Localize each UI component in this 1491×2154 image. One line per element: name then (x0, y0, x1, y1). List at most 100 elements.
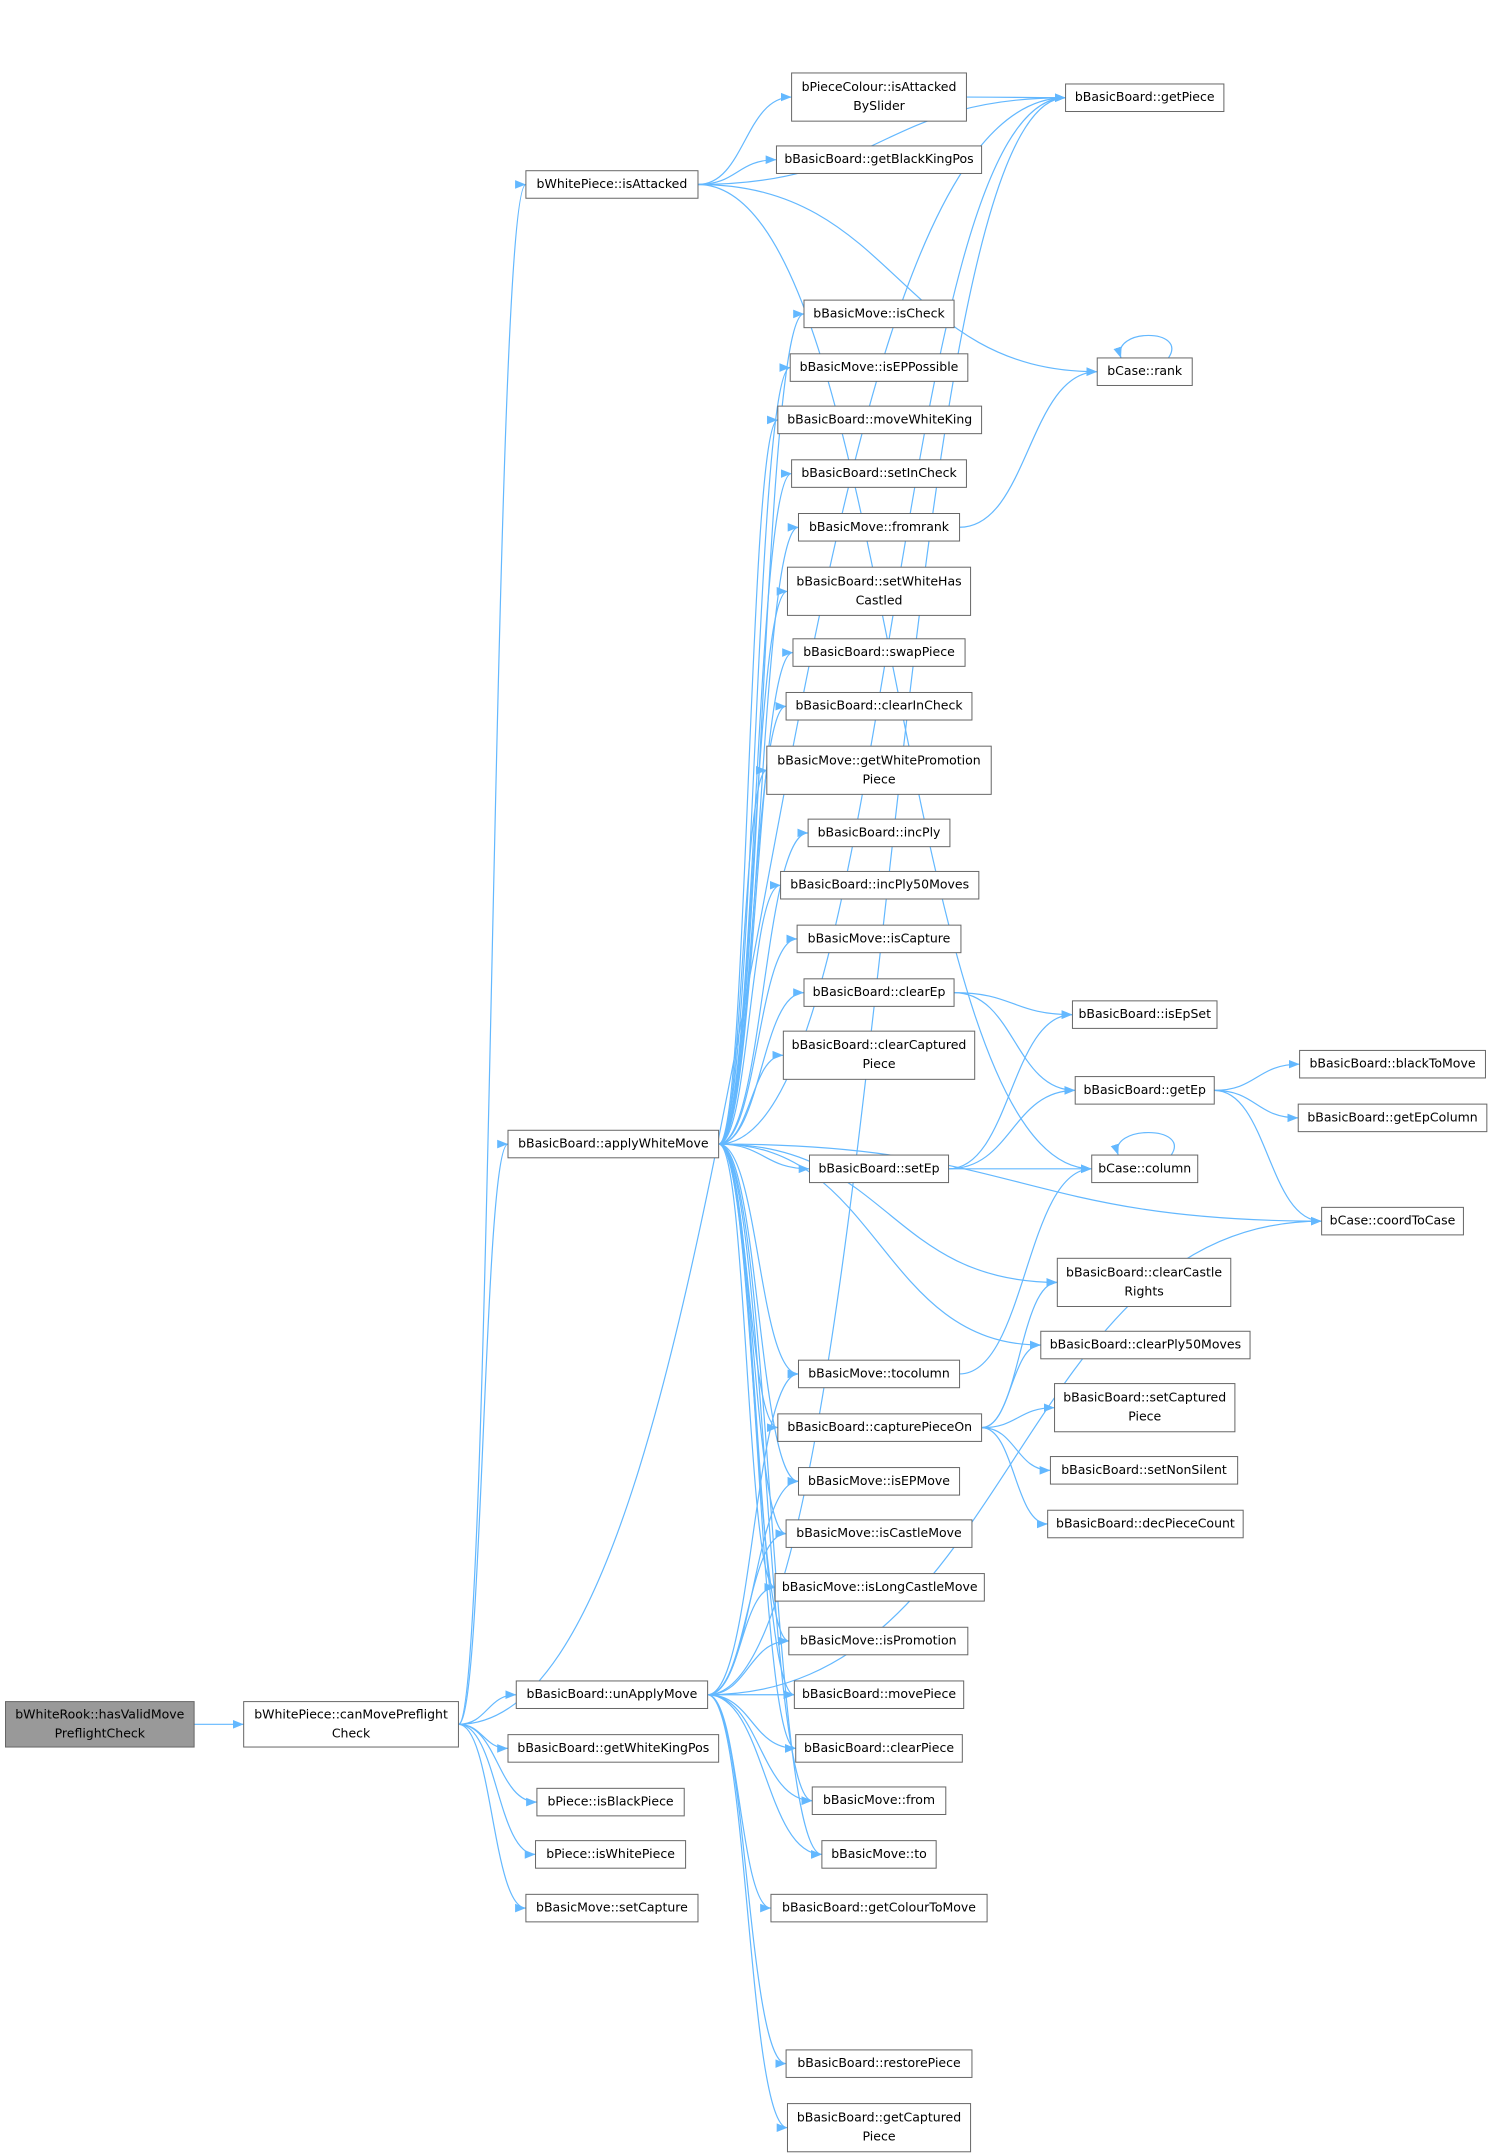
node-box (797, 1359, 961, 1389)
node-label: Piece (863, 771, 896, 786)
node-box (536, 1787, 685, 1817)
node-box (782, 1030, 976, 1080)
edge (718, 1143, 1058, 1287)
node: bBasicBoard::getEp (1074, 1076, 1215, 1105)
node-label: Rights (1124, 1283, 1163, 1298)
edge (707, 1694, 787, 2068)
node: bBasicBoard::applyWhiteMove (507, 1129, 720, 1159)
node-label: bBasicBoard::restorePiece (797, 2055, 961, 2070)
node-label: bBasicMove::isEPPossible (800, 359, 959, 374)
node: bBasicBoard::clearPly50Moves (1040, 1330, 1251, 1360)
node-label: bBasicMove::isCheck (813, 305, 945, 320)
node: bBasicBoard::incPly50Moves (780, 870, 980, 900)
node-label: bBasicBoard::movePiece (802, 1686, 956, 1701)
node-label: Piece (863, 1056, 896, 1071)
edge (458, 93, 1066, 1725)
edge (458, 1723, 526, 1913)
node-box (797, 513, 961, 542)
edge (959, 1164, 1092, 1375)
node: bBasicBoard::decPieceCount (1047, 1509, 1244, 1539)
node-box (796, 924, 962, 954)
edge (697, 93, 1066, 186)
node-box (1040, 1330, 1251, 1360)
node-box (525, 1893, 699, 1923)
node-label: bBasicBoard::moveWhiteKing (787, 411, 972, 426)
node: bPiece::isWhitePiece (535, 1840, 687, 1869)
edge (1214, 1059, 1300, 1091)
node-box (1297, 1103, 1488, 1133)
node-box (1096, 357, 1193, 386)
node-label: bBasicBoard::isEpSet (1078, 1006, 1211, 1021)
node-label: bBasicBoard::clearPly50Moves (1050, 1337, 1241, 1352)
node-box (788, 1626, 969, 1656)
edge (718, 93, 1066, 1145)
node-label: bBasicBoard::setNonSilent (1061, 1462, 1227, 1477)
edge (707, 1216, 1322, 1696)
node-box (1091, 1154, 1199, 1184)
edge (1214, 1089, 1322, 1226)
edge (718, 363, 791, 1145)
node-label: bWhiteRook::hasValidMove (15, 1706, 184, 1721)
node-label: bBasicMove::to (831, 1846, 927, 1861)
edge (718, 1143, 1322, 1226)
node-label: BySlider (853, 98, 905, 113)
node: bBasicMove::isEPMove (797, 1467, 961, 1496)
node-box (789, 353, 969, 382)
node-label: bBasicMove::setCapture (536, 1900, 688, 1915)
node-box (1074, 1076, 1215, 1105)
edge (954, 992, 1076, 1095)
node: bBasicBoard::blackToMove (1299, 1049, 1486, 1079)
edge (948, 1086, 1076, 1170)
edge (718, 828, 809, 1145)
node-box (777, 405, 983, 435)
node-label: Castled (856, 592, 903, 607)
node: bBasicMove::isCastleMove (785, 1519, 973, 1548)
node: bBasicMove::isCheck (803, 299, 955, 329)
node: bBasicMove::tocolumn (797, 1359, 961, 1389)
edge (458, 1723, 536, 1859)
node: bBasicBoard::setNonSilent (1049, 1456, 1239, 1485)
node-box (1056, 1257, 1232, 1307)
edge (707, 1694, 772, 1913)
edge (718, 1143, 823, 1859)
edge (718, 702, 787, 1145)
node-label: bBasicBoard::getEpColumn (1307, 1109, 1477, 1124)
edge (718, 1143, 813, 1805)
node-label: bBasicBoard::incPly (818, 824, 941, 839)
node-label: bBasicBoard::incPly50Moves (790, 877, 969, 892)
edge (458, 1723, 537, 1807)
edge (718, 1143, 776, 1592)
node-label: bBasicBoard::clearPiece (804, 1740, 954, 1755)
node: bPiece::isBlackPiece (536, 1787, 685, 1817)
node-label: bWhitePiece::isAttacked (537, 176, 688, 191)
edge (718, 1143, 796, 1753)
node: bBasicBoard::setEp (808, 1154, 950, 1184)
node-label: bBasicMove::fromrank (809, 519, 950, 534)
node-label: bBasicBoard::clearInCheck (795, 698, 963, 713)
node-box (507, 1734, 720, 1763)
node-label: Check (332, 1725, 371, 1740)
node-label: bPiece::isWhitePiece (546, 1846, 675, 1861)
node: bBasicBoard::movePiece (793, 1680, 965, 1709)
edge (1214, 1089, 1299, 1123)
node-label: bBasicMove::getWhitePromotion (777, 752, 980, 767)
node-label: bCase::coordToCase (1330, 1213, 1456, 1228)
edge (718, 587, 788, 1145)
node-box (811, 1786, 947, 1815)
edge (718, 880, 781, 1145)
node-label: bBasicMove::isLongCastleMove (782, 1579, 978, 1594)
edge (1110, 1132, 1175, 1156)
edge (718, 415, 779, 1145)
node-label: bBasicBoard::decPieceCount (1056, 1516, 1235, 1531)
node-label: bPiece::isBlackPiece (547, 1794, 673, 1809)
edge (458, 1690, 517, 1725)
node: bBasicMove::isPromotion (788, 1626, 969, 1656)
node-box (777, 1413, 983, 1442)
edge (718, 309, 805, 1145)
node-box (1299, 1049, 1486, 1079)
node-label: bBasicMove::tocolumn (808, 1365, 950, 1380)
node-box (515, 1680, 709, 1709)
node-label: bBasicBoard::getCaptured (797, 2110, 961, 2125)
